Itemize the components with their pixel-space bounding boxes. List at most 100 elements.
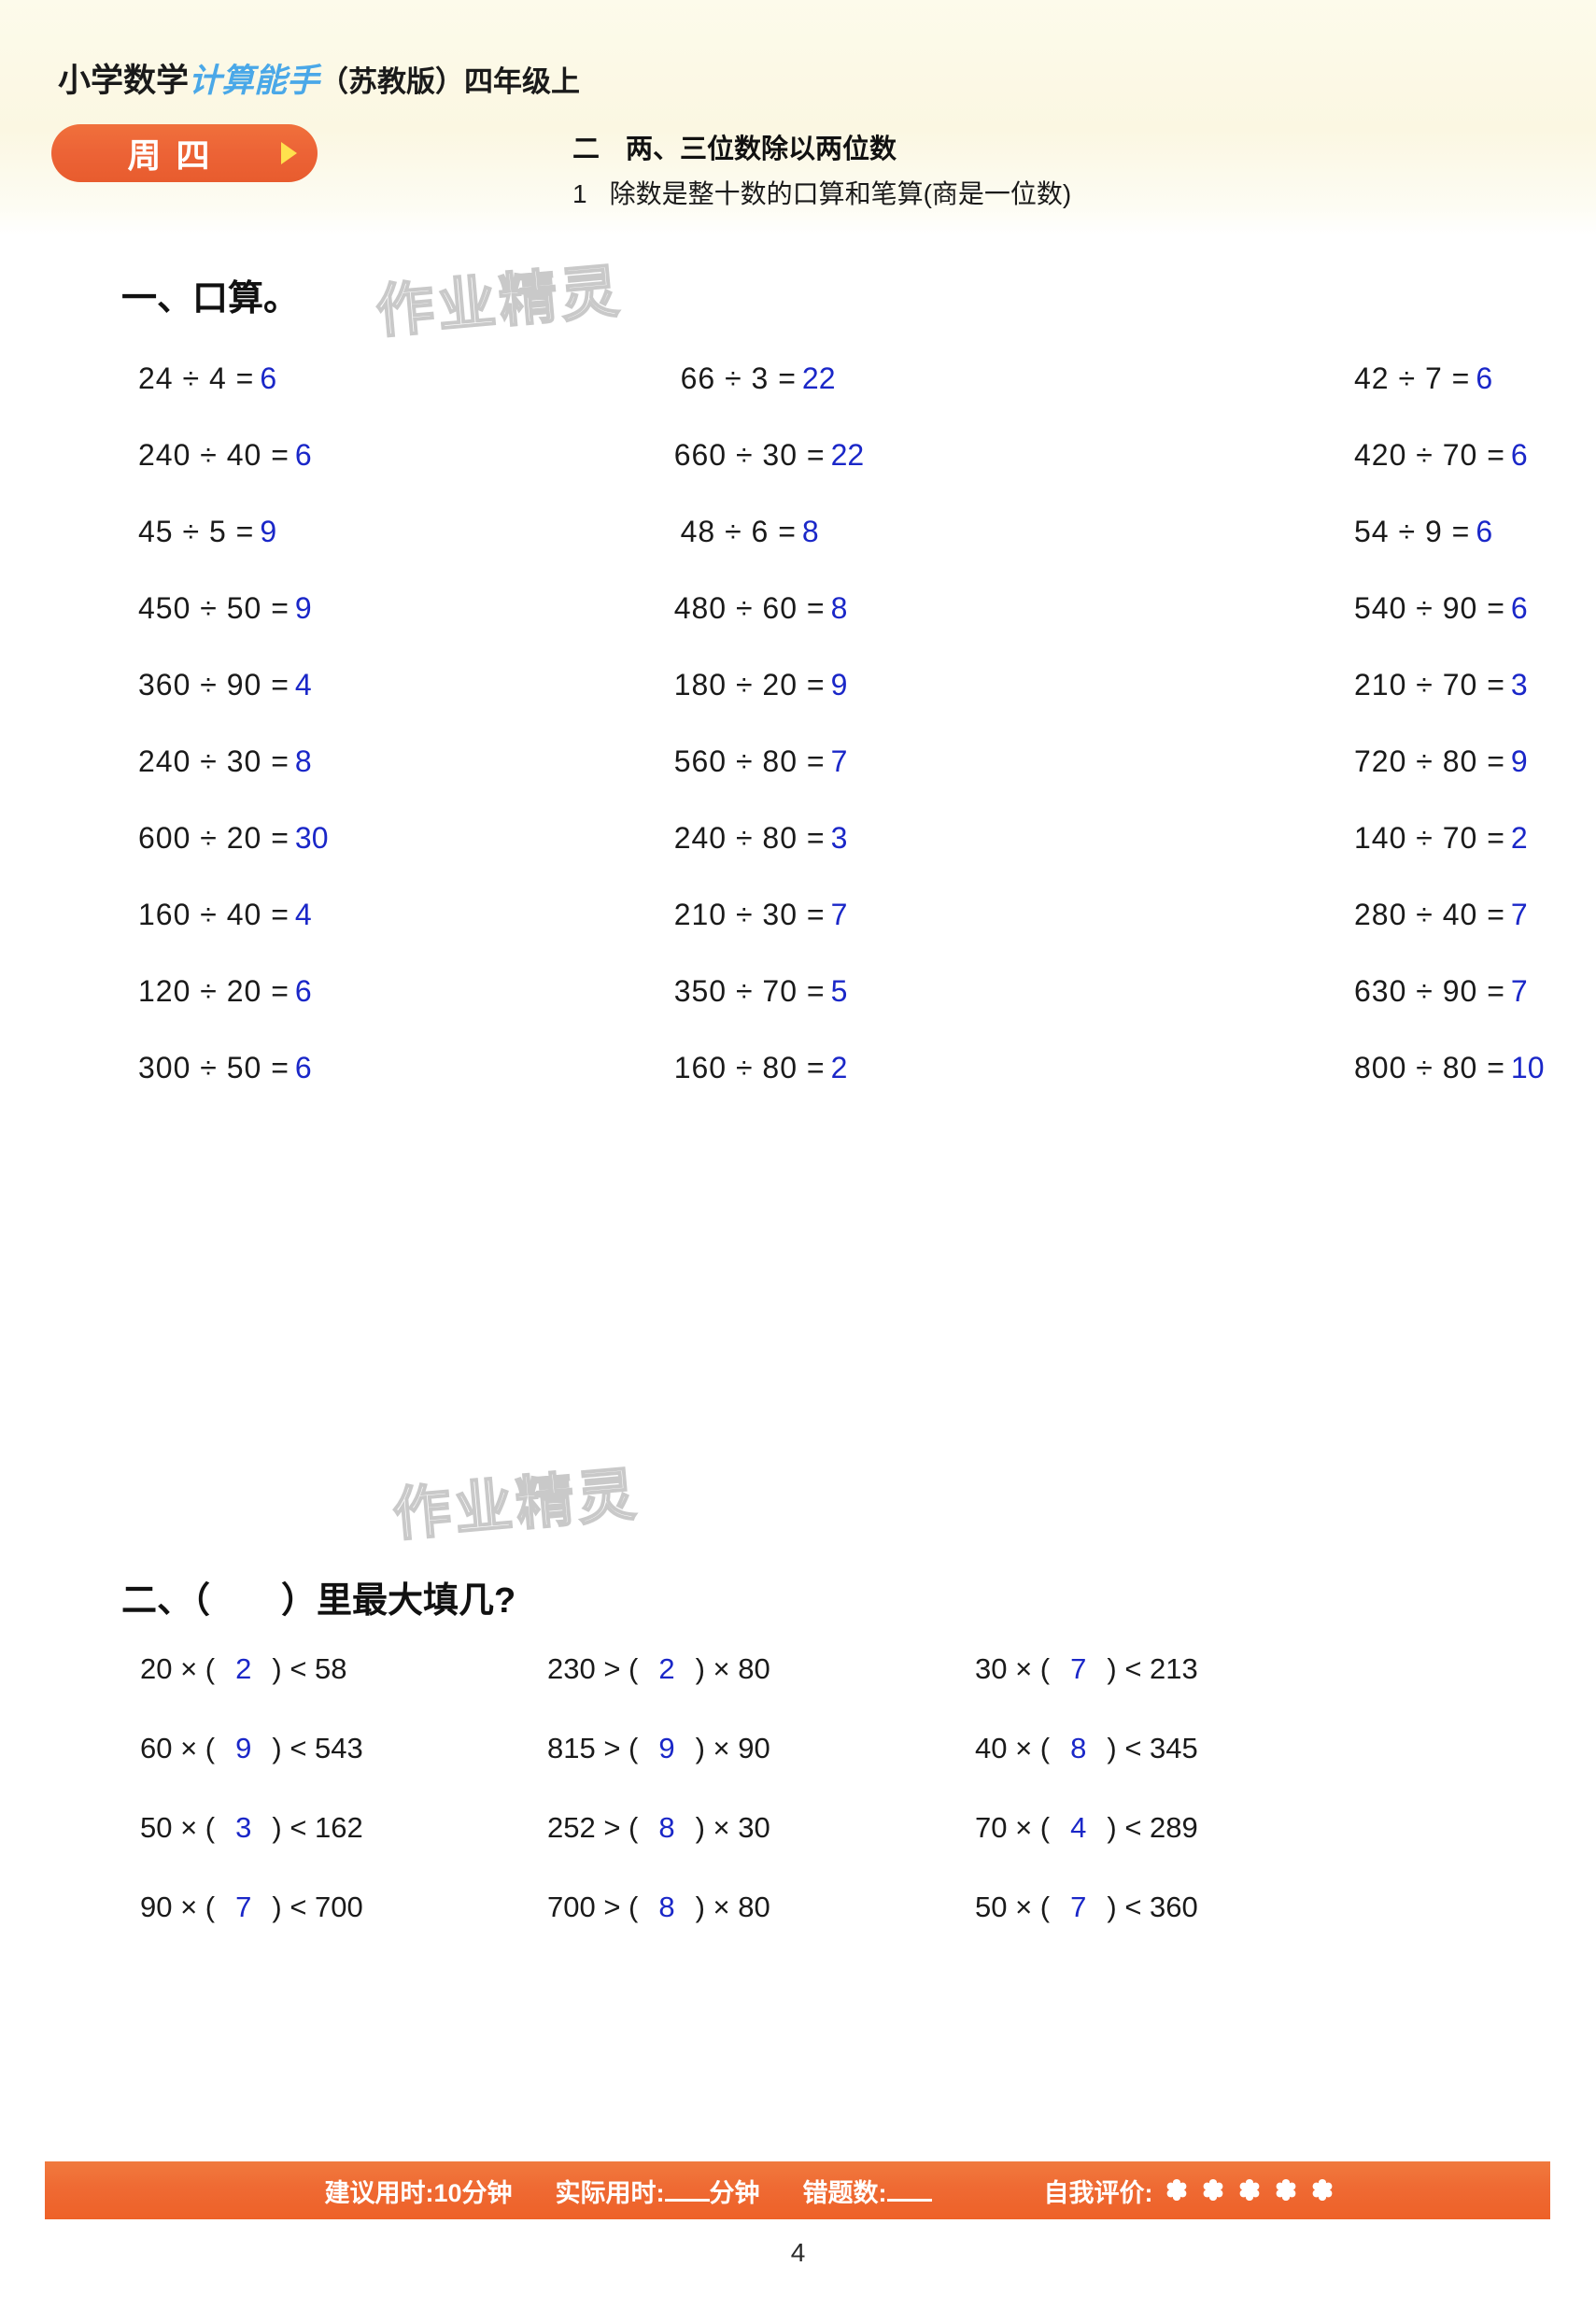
problem-answer[interactable]: 5 — [830, 974, 848, 1008]
self-evaluation-label: 自我评价: — [1043, 2178, 1153, 2207]
problem-answer[interactable]: 2 — [830, 1051, 848, 1084]
problem-expression: 720 ÷ 80 = — [1354, 744, 1505, 778]
oral-problem: 42 ÷ 7 = 6 — [899, 358, 1492, 434]
problem-answer[interactable]: 3 — [830, 821, 848, 855]
problem-answer[interactable]: 3 — [1510, 668, 1528, 701]
problem-answer[interactable]: 6 — [1476, 361, 1493, 395]
oral-problem: 280 ÷ 40 = 7 — [923, 894, 1528, 970]
problem-answer[interactable]: 9 — [1510, 744, 1528, 778]
footer-bar: 建议用时:10分钟 实际用时: 分钟 错题数: 自我评价: — [45, 2161, 1550, 2219]
flower-star-icon[interactable] — [1272, 2176, 1300, 2204]
flower-star-icon[interactable] — [1163, 2176, 1191, 2204]
problem-expression: 280 ÷ 40 = — [1354, 898, 1505, 931]
flower-star-icon[interactable] — [1308, 2176, 1336, 2204]
oral-problem: 210 ÷ 30 = 7 — [520, 894, 923, 970]
problem-prefix: 70 × ( — [975, 1811, 1051, 1844]
oral-problem: 24 ÷ 4 = 6 — [121, 358, 505, 434]
problem-expression: 660 ÷ 30 = — [673, 438, 826, 472]
oral-problem: 600 ÷ 20 = 30 — [121, 817, 520, 894]
oral-problem: 480 ÷ 60 = 8 — [520, 588, 923, 664]
problem-answer[interactable]: 7 — [1510, 898, 1528, 931]
problem-answer[interactable]: 8 — [830, 591, 848, 625]
problem-prefix: 90 × ( — [140, 1891, 216, 1923]
problem-suffix: ) < 360 — [1107, 1891, 1198, 1923]
problem-expression: 180 ÷ 20 = — [673, 668, 826, 701]
problem-expression: 210 ÷ 30 = — [673, 898, 826, 931]
problem-answer[interactable]: 8 — [658, 1811, 675, 1844]
fill-row: 60 × (9) < 543 815 > (9) × 90 40 × (8) < 3… — [121, 1728, 1373, 1807]
problem-expression: 45 ÷ 5 = — [138, 515, 255, 548]
unit-title-text: 两、三位数除以两位数 — [626, 135, 897, 164]
fill-problem: 60 × (9) < 543 — [121, 1728, 538, 1807]
problem-expression: 160 ÷ 80 = — [673, 1051, 826, 1084]
problem-answer[interactable]: 7 — [1510, 974, 1528, 1008]
problem-answer[interactable]: 6 — [260, 361, 277, 395]
problem-answer[interactable]: 6 — [1510, 438, 1528, 472]
problem-answer[interactable]: 8 — [294, 744, 312, 778]
problem-answer[interactable]: 6 — [294, 438, 312, 472]
problem-answer[interactable]: 8 — [1070, 1732, 1087, 1764]
problem-answer[interactable]: 4 — [294, 898, 312, 931]
oral-row: 360 ÷ 90 = 4 180 ÷ 20 = 9 210 ÷ 70 = 3 — [121, 664, 1528, 741]
lesson-title-text: 除数是整十数的口算和笔算(商是一位数) — [609, 179, 1072, 208]
problem-expression: 24 ÷ 4 = — [138, 361, 255, 395]
book-title: 小学数学计算能手（苏教版）四年级上 — [58, 54, 580, 102]
oral-problem: 300 ÷ 50 = 6 — [121, 1047, 520, 1124]
problem-answer[interactable]: 6 — [1476, 515, 1493, 548]
oral-row: 240 ÷ 40 = 6 660 ÷ 30 = 22 420 ÷ 70 = 6 — [121, 434, 1528, 511]
oral-row: 600 ÷ 20 = 30 240 ÷ 80 = 3 140 ÷ 70 = 2 — [121, 817, 1528, 894]
problem-answer[interactable]: 9 — [235, 1732, 252, 1764]
problem-suffix: ) < 162 — [272, 1811, 363, 1844]
problem-answer[interactable]: 22 — [801, 361, 836, 395]
problem-answer[interactable]: 6 — [294, 974, 312, 1008]
section-1-heading: 一、口算。 — [121, 279, 300, 319]
oral-problem: 540 ÷ 90 = 6 — [923, 588, 1528, 664]
error-count-field[interactable]: 错题数: — [803, 2173, 932, 2209]
oral-problem: 240 ÷ 40 = 6 — [121, 434, 520, 511]
problem-expression: 560 ÷ 80 = — [673, 744, 826, 778]
actual-time-field[interactable]: 实际用时: 分钟 — [556, 2173, 760, 2209]
flower-star-icon[interactable] — [1199, 2176, 1227, 2204]
problem-answer[interactable]: 4 — [294, 668, 312, 701]
oral-row: 450 ÷ 50 = 9 480 ÷ 60 = 8 540 ÷ 90 = 6 — [121, 588, 1528, 664]
problem-answer[interactable]: 9 — [658, 1732, 675, 1764]
problem-answer[interactable]: 6 — [294, 1051, 312, 1084]
week-badge: 周四 — [51, 124, 318, 182]
problem-answer[interactable]: 9 — [294, 591, 312, 625]
problem-answer[interactable]: 30 — [294, 821, 329, 855]
problem-answer[interactable]: 7 — [1070, 1891, 1087, 1923]
problem-answer[interactable]: 9 — [830, 668, 848, 701]
problem-answer[interactable]: 2 — [1510, 821, 1528, 855]
problem-answer[interactable]: 9 — [260, 515, 277, 548]
fill-problem: 40 × (8) < 345 — [954, 1728, 1371, 1807]
error-count-blank[interactable] — [886, 2198, 932, 2202]
fill-problem: 700 > (8) × 80 — [538, 1887, 954, 1966]
problem-prefix: 700 > ( — [547, 1891, 639, 1923]
problem-suffix: ) × 90 — [695, 1732, 770, 1764]
problem-answer[interactable]: 4 — [1070, 1811, 1087, 1844]
problem-answer[interactable]: 3 — [235, 1811, 252, 1844]
actual-time-blank[interactable] — [664, 2198, 710, 2202]
problem-answer[interactable]: 6 — [1510, 591, 1528, 625]
self-evaluation-stars[interactable] — [1163, 2176, 1336, 2204]
problem-answer[interactable]: 2 — [235, 1652, 252, 1685]
self-evaluation-field[interactable]: 自我评价: — [1044, 2173, 1153, 2209]
problem-suffix: ) × 30 — [695, 1811, 770, 1844]
oral-problem: 420 ÷ 70 = 6 — [923, 434, 1528, 511]
problem-answer[interactable]: 7 — [830, 744, 848, 778]
oral-problem: 120 ÷ 20 = 6 — [121, 970, 520, 1047]
flower-star-icon[interactable] — [1236, 2176, 1264, 2204]
problem-expression: 66 ÷ 3 = — [680, 361, 797, 395]
problem-answer[interactable]: 7 — [235, 1891, 252, 1923]
problem-expression: 240 ÷ 30 = — [138, 744, 290, 778]
fill-problem: 252 > (8) × 30 — [538, 1807, 954, 1887]
problem-answer[interactable]: 10 — [1510, 1051, 1545, 1084]
problem-answer[interactable]: 8 — [658, 1891, 675, 1923]
problem-answer[interactable]: 8 — [801, 515, 819, 548]
problem-answer[interactable]: 22 — [830, 438, 865, 472]
oral-problem: 240 ÷ 30 = 8 — [121, 741, 520, 817]
problem-answer[interactable]: 2 — [658, 1652, 675, 1685]
problem-answer[interactable]: 7 — [1070, 1652, 1087, 1685]
problem-expression: 350 ÷ 70 = — [673, 974, 826, 1008]
problem-answer[interactable]: 7 — [830, 898, 848, 931]
